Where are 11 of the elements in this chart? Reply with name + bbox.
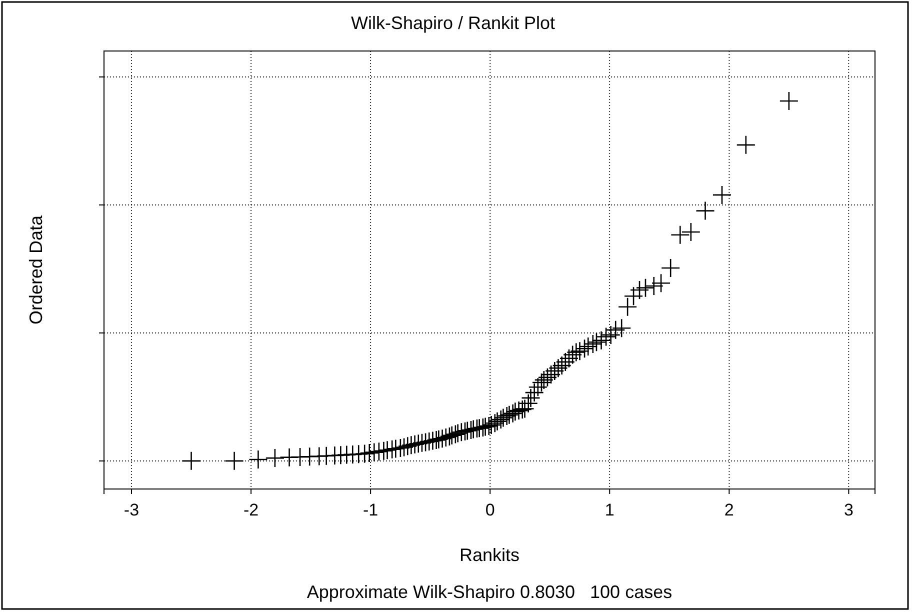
chart-title: Wilk-Shapiro / Rankit Plot	[350, 13, 556, 33]
x-tick-label: 3	[844, 500, 854, 520]
y-axis-title: Ordered Data	[26, 214, 46, 325]
x-tick-label: -1	[363, 500, 378, 520]
x-tick-label: 2	[724, 500, 734, 520]
x-tick-label: -2	[243, 500, 259, 520]
x-tick-label: 0	[485, 500, 495, 520]
x-tick-label: 1	[604, 500, 614, 520]
text: Approximate Wilk-Shapiro 0.8030 100 cases	[306, 582, 672, 602]
x-axis-title: Rankits	[459, 545, 520, 565]
x-tick-label: -3	[124, 500, 140, 520]
